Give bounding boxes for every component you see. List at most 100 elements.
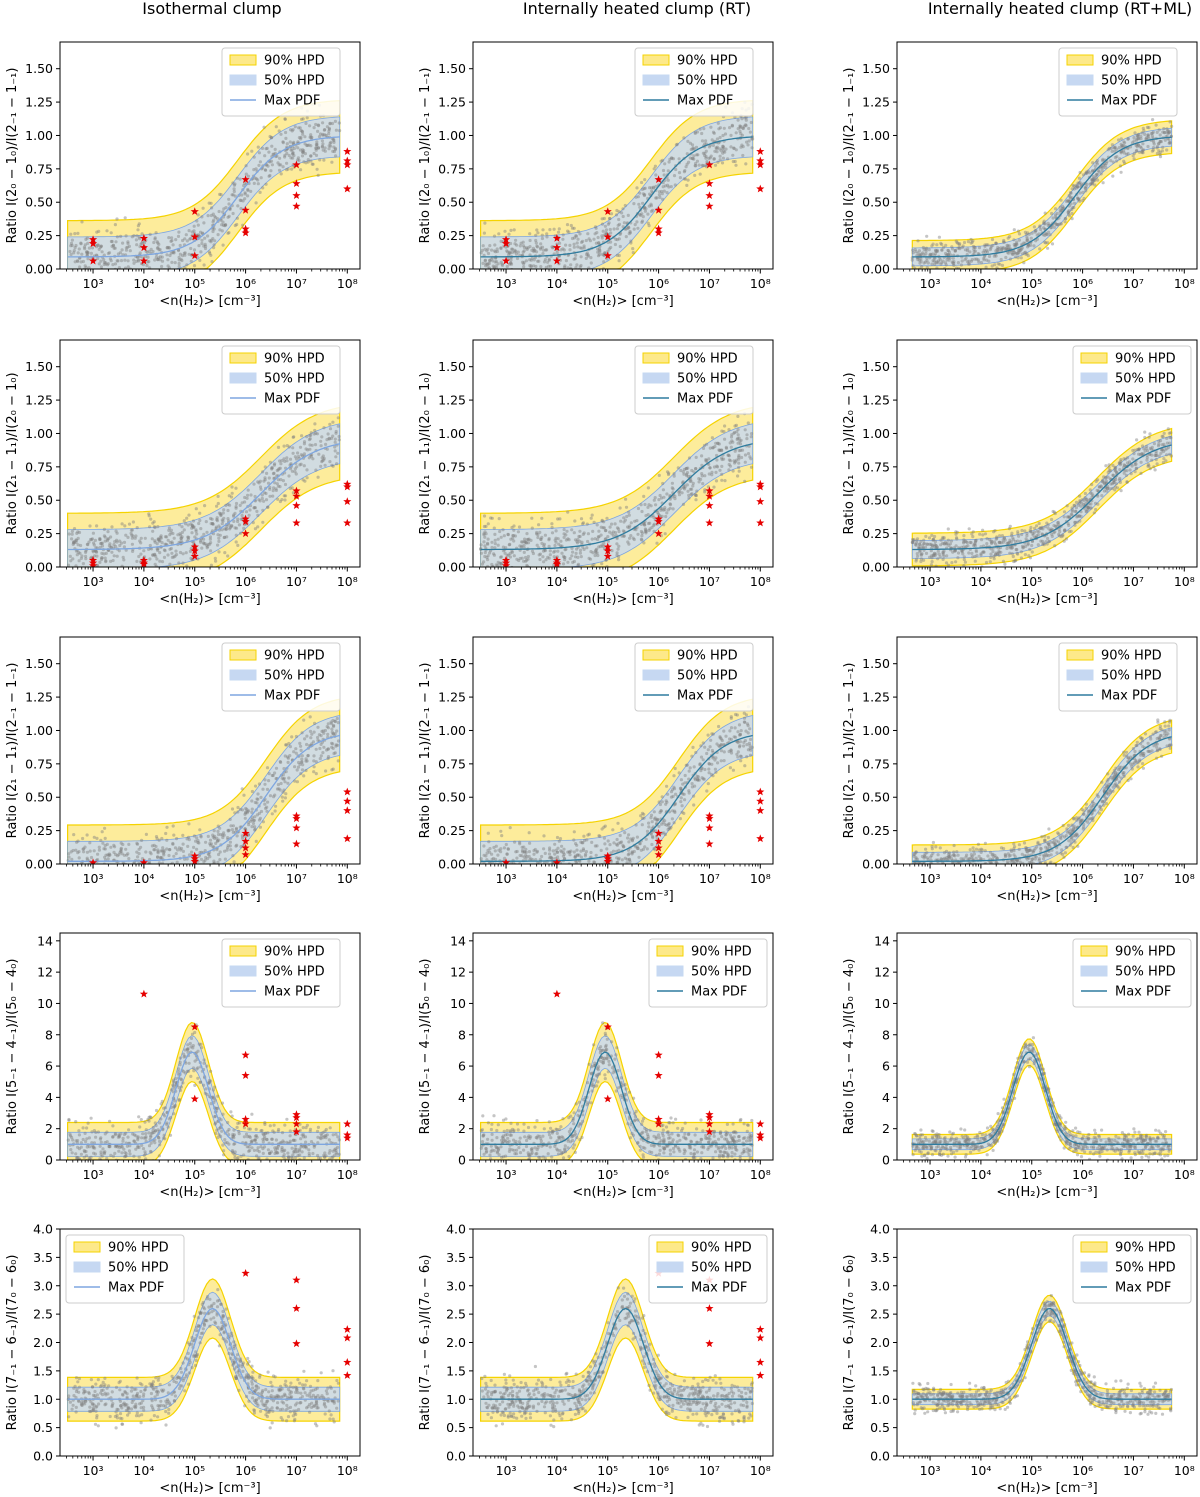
- model-point: [1075, 185, 1079, 189]
- model-point: [1122, 149, 1126, 153]
- model-point: [270, 773, 274, 778]
- model-point: [687, 496, 691, 500]
- model-point: [934, 543, 938, 547]
- model-point: [677, 171, 682, 175]
- model-point: [288, 745, 292, 749]
- model-point: [263, 782, 267, 786]
- model-point: [169, 271, 172, 274]
- model-point: [103, 535, 107, 539]
- model-point: [722, 149, 726, 153]
- model-point: [565, 223, 570, 227]
- model-point: [973, 246, 977, 250]
- model-point: [954, 560, 958, 564]
- model-point: [1100, 165, 1104, 169]
- model-point: [1115, 147, 1119, 151]
- model-point: [740, 455, 744, 460]
- model-point: [728, 441, 732, 445]
- model-point: [1110, 482, 1115, 486]
- model-point: [1100, 168, 1104, 173]
- model-point: [728, 459, 733, 463]
- model-point: [995, 266, 999, 269]
- model-point: [1125, 456, 1130, 460]
- model-point: [922, 538, 926, 542]
- model-point: [554, 540, 558, 544]
- model-point: [1158, 139, 1162, 143]
- model-point: [482, 560, 486, 564]
- model-point: [141, 891, 144, 894]
- model-point: [304, 121, 308, 125]
- model-point: [156, 548, 160, 553]
- model-point: [102, 552, 106, 556]
- model-point: [919, 259, 923, 263]
- model-point: [283, 482, 288, 487]
- model-point: [1010, 251, 1014, 255]
- model-point: [320, 435, 324, 439]
- model-point: [964, 540, 968, 544]
- model-point: [1139, 134, 1143, 139]
- model-point: [684, 466, 688, 471]
- model-point: [739, 145, 743, 149]
- model-point: [208, 535, 212, 539]
- model-point: [328, 427, 333, 431]
- model-point: [1003, 538, 1007, 542]
- model-point: [508, 542, 512, 547]
- model-point: [629, 239, 633, 243]
- model-point: [536, 280, 539, 283]
- model-point: [530, 516, 534, 520]
- model-point: [245, 807, 249, 812]
- model-point: [721, 144, 725, 148]
- y-tick-label: 0.75: [862, 161, 890, 176]
- model-point: [309, 135, 313, 139]
- model-point: [67, 852, 71, 856]
- model-point: [661, 168, 666, 173]
- model-point: [70, 276, 73, 279]
- model-point: [562, 265, 567, 269]
- model-point: [723, 132, 728, 136]
- model-point: [1084, 185, 1088, 189]
- model-point: [1085, 509, 1089, 513]
- model-point: [192, 525, 196, 529]
- model-point: [185, 564, 189, 567]
- model-point: [135, 841, 139, 846]
- model-point: [1164, 459, 1168, 463]
- model-point: [119, 880, 122, 883]
- model-point: [235, 176, 239, 180]
- model-point: [1088, 182, 1092, 186]
- model-point: [1126, 137, 1130, 141]
- model-point: [186, 535, 190, 539]
- model-point: [220, 528, 224, 532]
- model-point: [153, 258, 157, 262]
- model-point: [1125, 152, 1129, 156]
- model-point: [971, 530, 975, 534]
- model-point: [1076, 181, 1080, 185]
- model-point: [661, 488, 666, 492]
- model-point: [689, 492, 693, 497]
- model-point: [608, 216, 612, 221]
- model-point: [653, 496, 657, 500]
- model-point: [1068, 196, 1072, 200]
- model-point: [194, 528, 198, 532]
- model-point: [1154, 453, 1158, 458]
- model-point: [536, 259, 540, 263]
- model-point: [1078, 180, 1082, 185]
- model-points: [66, 715, 341, 894]
- model-point: [179, 539, 183, 543]
- model-point: [1084, 497, 1088, 501]
- model-point: [214, 526, 218, 531]
- model-point: [156, 848, 160, 852]
- model-point: [227, 523, 231, 527]
- model-point: [640, 534, 644, 538]
- model-point: [130, 528, 134, 532]
- model-point: [602, 260, 606, 264]
- model-point: [208, 537, 212, 541]
- model-point: [1160, 443, 1164, 447]
- model-point: [510, 247, 514, 251]
- model-point: [111, 876, 114, 879]
- model-point: [210, 522, 215, 526]
- model-point: [1100, 494, 1104, 498]
- model-point: [185, 837, 189, 841]
- x-tick-label: 10⁴: [970, 574, 991, 589]
